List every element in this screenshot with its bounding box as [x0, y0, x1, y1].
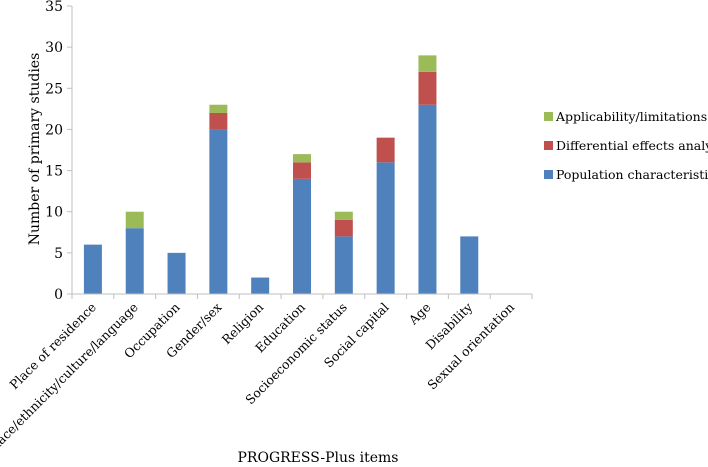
- bar-segment: [251, 277, 270, 294]
- legend-swatch: [544, 141, 553, 150]
- legend-swatch: [544, 170, 553, 179]
- legend-swatch: [544, 112, 553, 121]
- bar-segment: [418, 55, 437, 72]
- legend-label: Differential effects analysis: [556, 138, 708, 153]
- bar-segment: [460, 236, 479, 294]
- x-axis-title: PROGRESS-Plus items: [238, 450, 399, 466]
- bar-segment: [418, 104, 437, 294]
- bar-segment: [334, 211, 353, 220]
- bar-segment: [293, 178, 311, 294]
- bar-segment: [167, 252, 186, 294]
- bar-segment: [334, 236, 353, 294]
- bar-segment: [334, 219, 353, 237]
- y-tick-label: 15: [45, 164, 63, 180]
- y-tick-label: 0: [54, 287, 63, 303]
- bar-segment: [376, 162, 395, 294]
- y-axis-title: Number of primary studies: [27, 53, 43, 246]
- y-tick-label: 30: [45, 40, 63, 56]
- bar-segment: [125, 211, 144, 229]
- legend-label: Population characteristics: [556, 167, 708, 182]
- bar-segment: [293, 154, 311, 163]
- bar-segment: [209, 129, 228, 294]
- y-tick-label: 5: [54, 246, 63, 262]
- bar-segment: [209, 112, 228, 130]
- legend: Applicability/limitations Differential ef…: [544, 109, 708, 182]
- bar-segment: [376, 137, 395, 163]
- bar-segment: [83, 244, 102, 294]
- x-tick-label: Age: [405, 300, 434, 329]
- y-tick-label: 10: [45, 205, 63, 221]
- y-axis: 0 5 10 15 20 25 30 35: [45, 0, 73, 303]
- y-tick-label: 25: [45, 81, 63, 97]
- bar-segment: [209, 104, 228, 113]
- bar-segment: [293, 162, 311, 179]
- bar-segment: [125, 228, 144, 294]
- y-tick-label: 35: [45, 0, 63, 15]
- bar-segment: [418, 71, 437, 105]
- x-axis: Place of residenceRace/ethnicity/culture…: [0, 293, 533, 454]
- bars: [83, 55, 479, 294]
- legend-label: Applicability/limitations: [555, 109, 707, 124]
- y-tick-label: 20: [45, 122, 63, 138]
